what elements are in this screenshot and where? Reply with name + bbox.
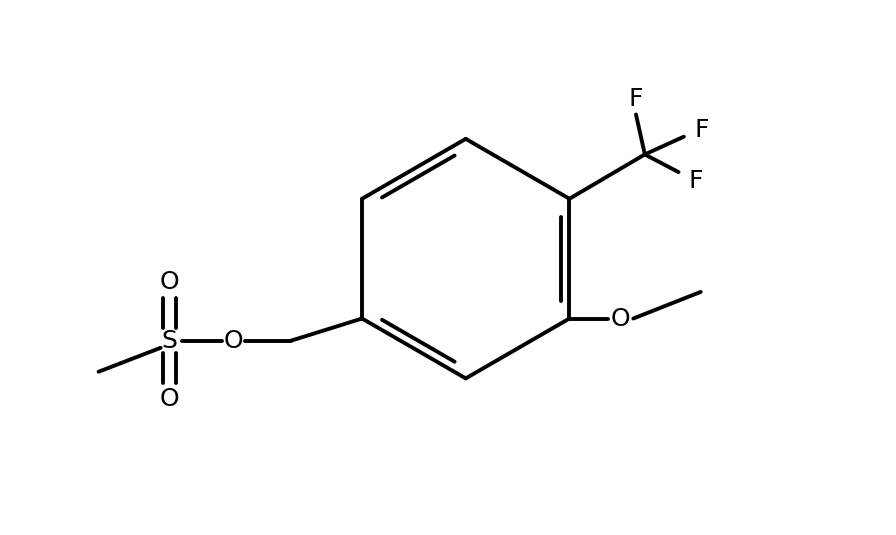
Text: O: O [159, 387, 179, 411]
Text: O: O [224, 328, 243, 353]
Text: O: O [159, 270, 179, 294]
Text: F: F [688, 169, 702, 193]
Text: F: F [629, 87, 643, 111]
Text: S: S [161, 328, 177, 353]
Text: O: O [611, 307, 631, 331]
Text: F: F [694, 118, 709, 142]
